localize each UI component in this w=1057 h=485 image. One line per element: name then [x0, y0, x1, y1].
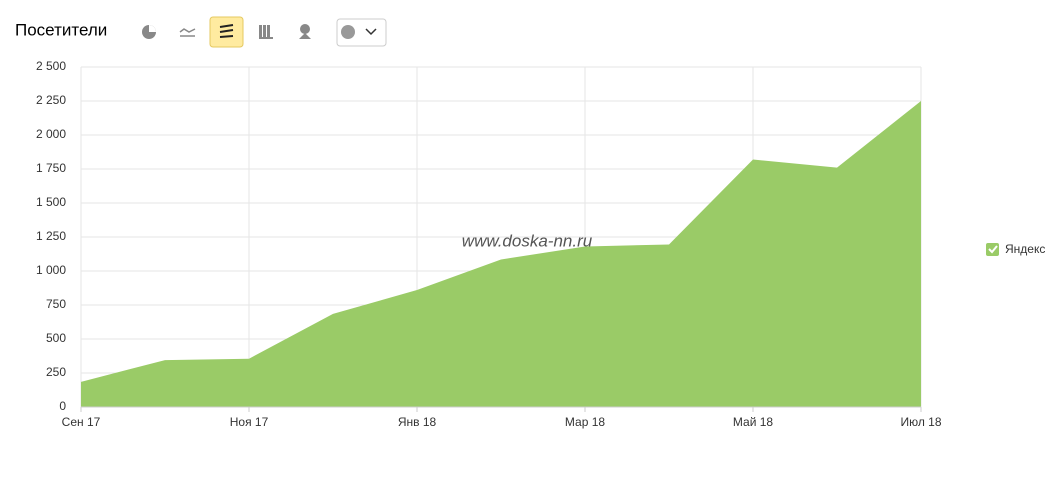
chevron [365, 28, 377, 36]
y-tick-label: 750 [46, 297, 66, 311]
x-tick-label: Мар 18 [565, 415, 605, 429]
y-tick-label: 1 000 [36, 263, 66, 277]
y-tick-label: 0 [59, 399, 66, 413]
y-tick-label: 1 250 [36, 229, 66, 243]
x-tick-label: Ноя 17 [230, 415, 269, 429]
x-tick-label: Сен 17 [62, 415, 101, 429]
y-tick-label: 1 500 [36, 195, 66, 209]
comment-icon [341, 25, 355, 39]
y-tick-label: 2 500 [36, 59, 66, 73]
y-tick-label: 500 [46, 331, 66, 345]
area-icon [219, 24, 234, 38]
pie-icon[interactable] [142, 25, 156, 39]
x-tick-label: Янв 18 [398, 415, 437, 429]
y-tick-label: 1 750 [36, 161, 66, 175]
legend-checkbox[interactable] [986, 243, 999, 256]
y-tick-label: 2 250 [36, 93, 66, 107]
x-tick-label: Май 18 [733, 415, 774, 429]
x-tick-label: Июл 18 [900, 415, 941, 429]
watermark: www.doska-nn.ru [462, 231, 593, 250]
map-icon[interactable] [299, 24, 311, 39]
area [81, 101, 921, 407]
toolbar [142, 16, 387, 48]
chart-title: Посетители [15, 20, 107, 39]
bar-icon[interactable] [259, 25, 273, 39]
y-tick-label: 2 000 [36, 127, 66, 141]
legend-label: Яндекс [1005, 242, 1045, 256]
y-tick-label: 250 [46, 365, 66, 379]
check [988, 245, 998, 254]
legend[interactable] [986, 243, 999, 256]
line-icon[interactable] [179, 28, 196, 37]
